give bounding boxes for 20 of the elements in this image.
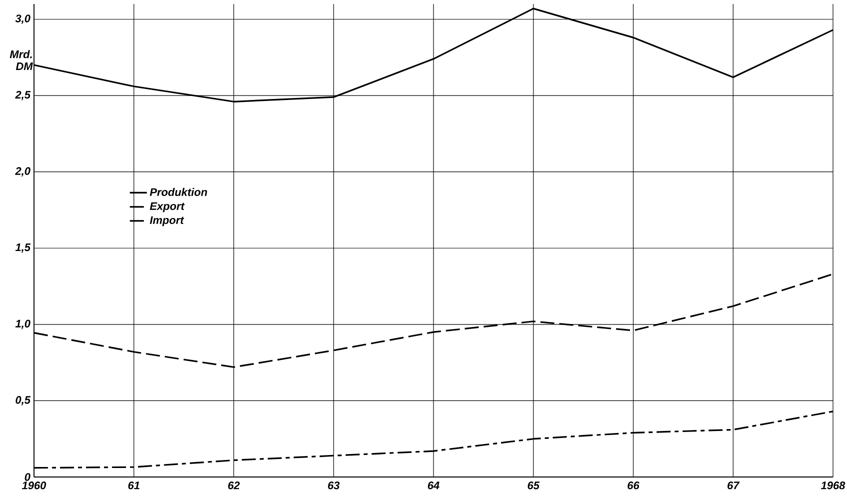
y-tick-label: 1,0 [15, 320, 30, 330]
x-tick-label: 61 [128, 482, 140, 490]
x-tick-label: 66 [628, 482, 640, 490]
x-tick-label: 64 [428, 482, 440, 490]
y-tick-label: 2,0 [15, 167, 30, 177]
x-tick-label: 62 [228, 482, 240, 490]
y-tick-label: 0 [24, 473, 30, 481]
x-tick-label: 63 [328, 482, 340, 490]
y-tick-label: 2,5 [15, 90, 31, 100]
y-tick-label: 0,5 [16, 396, 31, 406]
legend-label: Export [150, 202, 185, 212]
y-tick-label: 3,0 [15, 14, 30, 24]
x-tick-label: 1960 [22, 482, 46, 490]
x-tick-label: 67 [728, 482, 740, 490]
y-tick-label: 1,5 [15, 244, 31, 253]
legend-label: Import [150, 216, 184, 226]
y-axis-title: Mrd. DM [10, 50, 33, 70]
legend-label: Produktion [150, 188, 208, 196]
x-tick-label: 65 [528, 482, 540, 490]
x-tick-label: 1968 [820, 482, 846, 490]
